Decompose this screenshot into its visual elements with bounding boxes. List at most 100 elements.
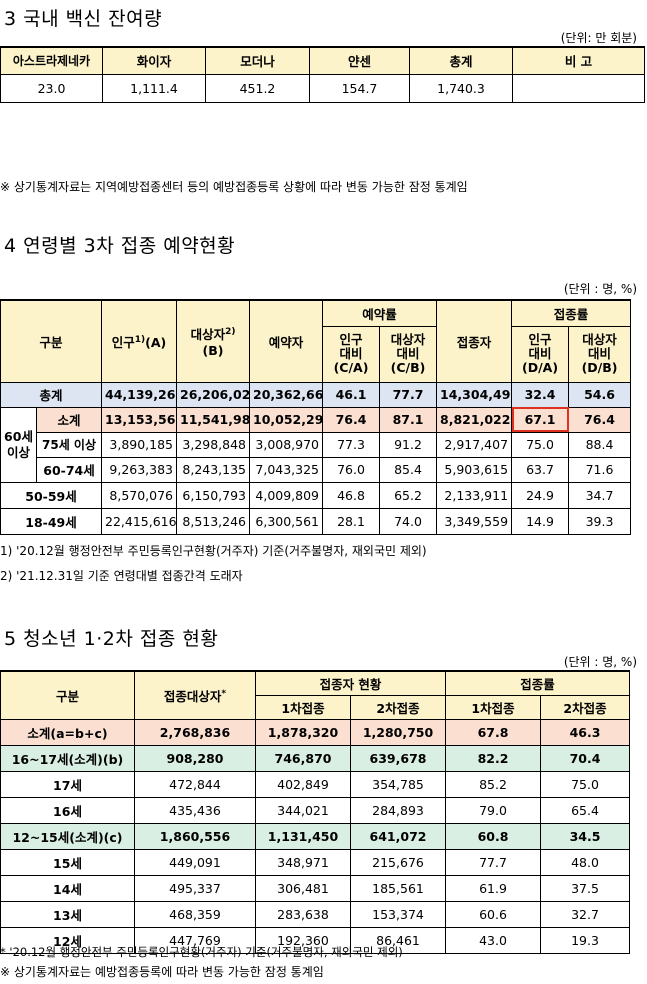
cell-second-rate: 70.4: [540, 744, 631, 772]
header-target: 대상자2) (B): [176, 299, 251, 383]
booster-reservation-table: 구분 인구1)(A) 대상자2) (B) 예약자 예약률 접종자 접종률 인구 대…: [0, 299, 632, 535]
cell-first-rate: 79.0: [445, 796, 542, 824]
section5-unit: (단위 : 명, %): [563, 655, 637, 669]
row-label: 총계: [0, 381, 103, 408]
cell-vr-target: 34.7: [568, 481, 632, 509]
cell-target: 908,280: [134, 744, 256, 772]
cell-second: 641,072: [349, 822, 447, 850]
cell-second-rate: 19.3: [540, 926, 631, 954]
cell-second: 185,561: [349, 874, 447, 902]
cell-reserved: 4,009,809: [249, 481, 324, 509]
cell-first: 1,878,320: [255, 718, 351, 746]
cell-target: 495,337: [134, 874, 256, 902]
cell-second: 153,374: [349, 900, 447, 928]
cell-first-rate: 43.0: [445, 926, 542, 954]
cell-second: 639,678: [349, 744, 447, 772]
cell-rr-target: 91.2: [379, 431, 438, 458]
cell-vr-target: 39.3: [568, 507, 632, 535]
cell-first: 402,849: [255, 770, 351, 798]
section5-note2: ※ 상기통계자료는 예방접종등록에 따라 변동 가능한 잠정 통계임: [0, 965, 324, 979]
cell-rr-pop: 76.0: [322, 456, 381, 483]
header-janssen: 얀센: [309, 46, 410, 75]
cell-pop: 22,415,616: [101, 507, 178, 535]
table-row-75plus: 75세 이상 3,890,185 3,298,848 3,008,970 77.…: [1, 431, 632, 458]
cell-second-rate: 75.0: [540, 770, 631, 798]
cell-target: 2,768,836: [134, 718, 256, 746]
stock-pfizer: 1,111.4: [102, 73, 206, 103]
stock-remarks: [512, 73, 645, 103]
header-category: 구분: [0, 299, 103, 383]
cell-second-rate: 65.4: [540, 796, 631, 824]
cell-second: 215,676: [349, 848, 447, 876]
cell-vacc: 8,821,022: [436, 406, 513, 433]
table-row-age-17: 17세 472,844 402,849 354,785 85.2 75.0: [0, 770, 631, 798]
cell-rr-pop: 28.1: [322, 507, 381, 535]
table-row-age-16: 16세 435,436 344,021 284,893 79.0 65.4: [0, 796, 631, 824]
cell-vr-target: 76.4: [568, 406, 632, 433]
vaccine-stock-table: 아스트라제네카 화이자 모더나 얀센 총계 비 고 23.0 1,111.4 4…: [0, 46, 645, 103]
header-rr-pop: 인구 대비 (C/A): [322, 325, 381, 383]
header-population: 인구1)(A): [101, 299, 178, 383]
cell-second-rate: 46.3: [540, 718, 631, 746]
cell-pop: 9,263,383: [101, 456, 178, 483]
header-vacc-rate: 접종률: [511, 299, 632, 327]
table-row-age-14: 14세 495,337 306,481 185,561 61.9 37.5: [0, 874, 631, 902]
cell-second-rate: 34.5: [540, 822, 631, 850]
cell-second-rate: 48.0: [540, 848, 631, 876]
cell-reserved: 10,052,295: [249, 406, 324, 433]
row-label: 소계: [35, 406, 103, 433]
cell-first: 283,638: [255, 900, 351, 928]
section4-title: 4 연령별 3차 접종 예약현황: [4, 235, 236, 257]
cell-second: 284,893: [349, 796, 447, 824]
cell-target: 447,769: [134, 926, 256, 954]
cell-target: 435,436: [134, 796, 256, 824]
cell-vr-target: 71.6: [568, 456, 632, 483]
table-row-age-13: 13세 468,359 283,638 153,374 60.6 32.7: [0, 900, 631, 928]
cell-vacc: 3,349,559: [436, 507, 513, 535]
cell-reserved: 7,043,325: [249, 456, 324, 483]
row-label: 18-49세: [0, 507, 103, 535]
section5-title: 5 청소년 1·2차 접종 현황: [4, 628, 219, 650]
row-label: 소계(a=b+c): [0, 718, 135, 746]
row-label: 75세 이상: [35, 431, 103, 458]
cell-vacc: 2,917,407: [436, 431, 513, 458]
header-total: 총계: [409, 46, 513, 75]
row-label: 12세: [0, 926, 135, 954]
cell-target: 26,206,022: [176, 381, 251, 408]
row-label: 15세: [0, 848, 135, 876]
cell-rr-target: 74.0: [379, 507, 438, 535]
section3-title: 3 국내 백신 잔여량: [4, 8, 163, 30]
header-rate: 접종률: [445, 670, 631, 696]
cell-rr-target: 87.1: [379, 406, 438, 433]
cell-first-rate: 85.2: [445, 770, 542, 798]
cell-second: 354,785: [349, 770, 447, 798]
cell-second-rate: 37.5: [540, 874, 631, 902]
table-row-60-74: 60-74세 9,263,383 8,243,135 7,043,325 76.…: [1, 456, 632, 483]
header-reserve-rate: 예약률: [322, 299, 438, 327]
cell-reserved: 6,300,561: [249, 507, 324, 535]
header-remarks: 비 고: [512, 46, 645, 75]
header-vr-pop: 인구 대비 (D/A): [511, 325, 570, 383]
stock-janssen: 154.7: [309, 73, 410, 103]
cell-target: 468,359: [134, 900, 256, 928]
row-label: 16세: [0, 796, 135, 824]
cell-vacc: 2,133,911: [436, 481, 513, 509]
cell-vr-pop: 75.0: [511, 431, 570, 458]
stock-astrazeneca: 23.0: [0, 73, 103, 103]
header-vr-target: 대상자 대비 (D/B): [568, 325, 632, 383]
cell-first-rate: 77.7: [445, 848, 542, 876]
cell-rr-target: 77.7: [379, 381, 438, 408]
cell-vr-pop: 63.7: [511, 456, 570, 483]
table-row-subtotal-all: 소계(a=b+c) 2,768,836 1,878,320 1,280,750 …: [0, 718, 631, 746]
section3-unit: (단위: 만 회분): [560, 31, 637, 45]
header-astrazeneca: 아스트라제네카: [0, 46, 103, 75]
cell-reserved: 3,008,970: [249, 431, 324, 458]
cell-pop: 13,153,568: [101, 406, 178, 433]
cell-target: 8,243,135: [176, 456, 251, 483]
cell-pop: 8,570,076: [101, 481, 178, 509]
cell-rr-pop: 46.8: [322, 481, 381, 509]
cell-vr-pop: 24.9: [511, 481, 570, 509]
cell-vacc: 14,304,492: [436, 381, 513, 408]
cell-target: 1,860,556: [134, 822, 256, 850]
row-label: 13세: [0, 900, 135, 928]
